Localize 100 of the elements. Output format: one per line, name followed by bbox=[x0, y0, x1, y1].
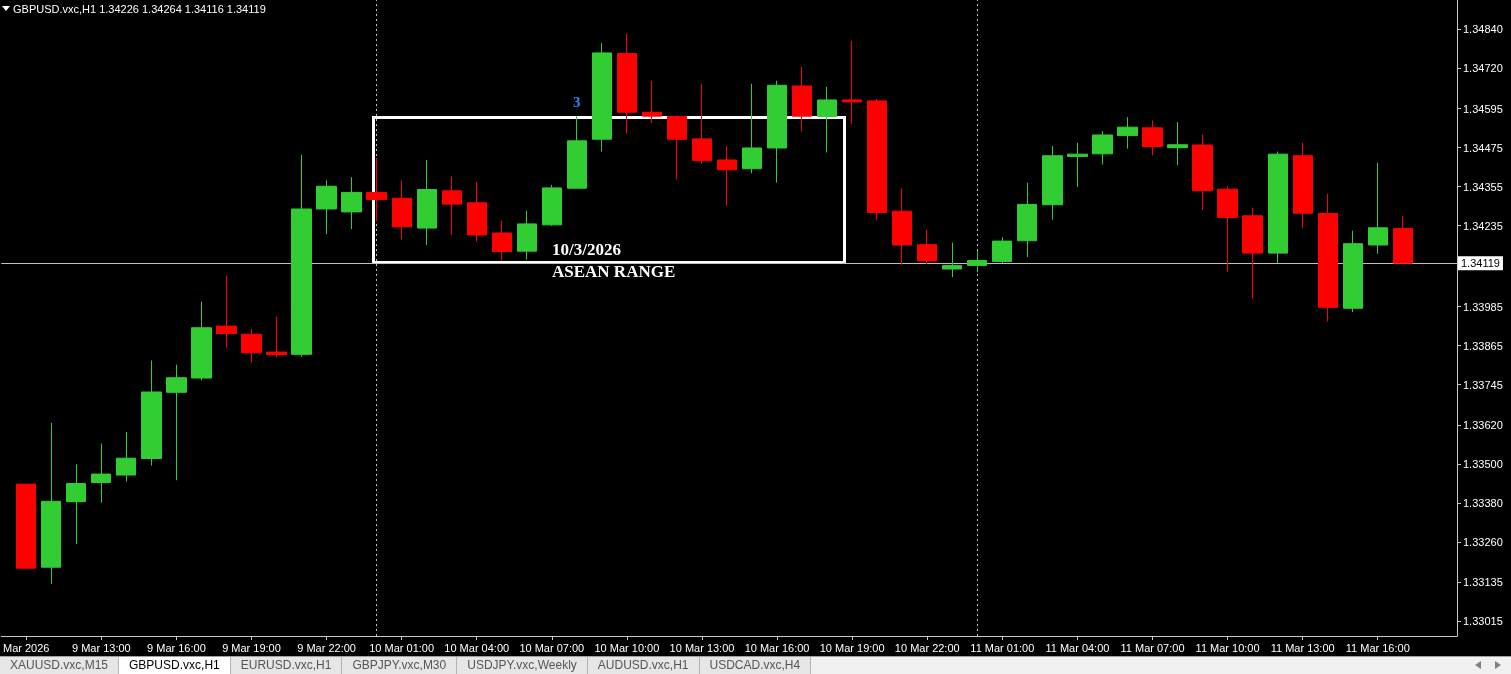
tab: EURUSD.vxc,H1 bbox=[230, 657, 343, 674]
y-tick-label: 1.33865 bbox=[1463, 339, 1503, 352]
candlestick bbox=[917, 229, 937, 265]
annotation: 10/3/2026 bbox=[552, 239, 621, 259]
y-tick-label: 1.33135 bbox=[1463, 576, 1503, 589]
y-tick-label: 1.33985 bbox=[1463, 300, 1503, 313]
candlestick bbox=[1343, 230, 1363, 313]
candlestick bbox=[366, 157, 387, 222]
x-tick-label: 11 Mar 07:00 bbox=[1120, 641, 1185, 654]
candlestick bbox=[867, 98, 887, 221]
y-tick-label: 1.33745 bbox=[1463, 378, 1503, 391]
candlestick bbox=[341, 176, 362, 230]
x-tick-label: 10 Mar 13:00 bbox=[669, 641, 735, 654]
candlestick bbox=[1042, 145, 1063, 221]
annotation: ASEAN RANGE bbox=[552, 261, 676, 281]
candlestick bbox=[517, 210, 537, 261]
candlestick bbox=[1167, 121, 1188, 166]
tab: XAUUSD.vxc,M15 bbox=[0, 657, 120, 674]
candlestick bbox=[1368, 162, 1388, 255]
candlestick bbox=[1217, 185, 1238, 273]
annotation: 3 bbox=[573, 94, 581, 111]
x-tick-label: 10 Mar 10:00 bbox=[594, 641, 660, 654]
candlestick bbox=[892, 188, 912, 266]
candlestick bbox=[542, 184, 562, 227]
candlestick bbox=[942, 242, 962, 278]
candlestick bbox=[191, 301, 212, 381]
x-tick-label: 10 Mar 07:00 bbox=[519, 641, 585, 654]
candlestick bbox=[1393, 215, 1413, 265]
y-tick-label: 1.33500 bbox=[1463, 458, 1503, 471]
candlestick bbox=[1293, 142, 1313, 229]
candlestick bbox=[291, 154, 312, 358]
candlestick bbox=[216, 274, 237, 349]
candlestick bbox=[767, 80, 787, 184]
candlestick bbox=[442, 176, 462, 236]
candlestick bbox=[792, 66, 812, 132]
y-tick-label: 1.34840 bbox=[1463, 23, 1503, 36]
x-tick-label: 9 Mar 19:00 bbox=[222, 641, 281, 654]
tab: USDJPY.vxc,Weekly bbox=[457, 657, 588, 674]
x-tick-label: 11 Mar 10:00 bbox=[1195, 641, 1260, 654]
tab: GBPUSD.vxc,H1 bbox=[119, 657, 231, 674]
x-tick-label: 9 Mar 22:00 bbox=[297, 641, 356, 654]
candlestick bbox=[742, 83, 762, 174]
y-tick-label: 1.34235 bbox=[1463, 219, 1503, 232]
candlestick bbox=[467, 181, 487, 242]
y-tick-label: 1.34355 bbox=[1463, 180, 1503, 193]
x-tick-label: Mar 2026 bbox=[2, 641, 50, 654]
candlestick bbox=[316, 179, 337, 235]
candlestick bbox=[66, 463, 86, 545]
candlestick bbox=[1268, 151, 1288, 264]
candlestick bbox=[41, 422, 61, 585]
candlestick bbox=[967, 250, 987, 273]
x-tick-label: 10 Mar 22:00 bbox=[894, 641, 960, 654]
candlestick bbox=[1117, 116, 1138, 150]
candlestick bbox=[717, 145, 737, 206]
candlestick bbox=[241, 328, 262, 363]
candlestick bbox=[116, 431, 136, 483]
x-tick-label: 10 Mar 04:00 bbox=[444, 641, 510, 654]
x-tick-label: 11 Mar 04:00 bbox=[1045, 641, 1110, 654]
chart-title: GBPUSD.vxc,H1 1.34226 1.34264 1.34116 1.34119 bbox=[13, 2, 266, 15]
candlestick bbox=[617, 32, 637, 135]
y-tick-label: 1.34720 bbox=[1463, 62, 1503, 75]
ref-line-label: 1.34119 bbox=[1461, 257, 1500, 270]
y-tick-label: 1.34475 bbox=[1463, 141, 1503, 154]
candlestick bbox=[1092, 130, 1113, 166]
candlestick bbox=[166, 364, 187, 481]
candlestick bbox=[842, 40, 862, 125]
y-tick-label: 1.33620 bbox=[1463, 419, 1503, 432]
candlestick bbox=[91, 443, 111, 504]
x-tick-label: 10 Mar 16:00 bbox=[744, 641, 810, 654]
tab: AUDUSD.vxc,H1 bbox=[587, 657, 700, 674]
candlestick bbox=[1067, 142, 1088, 188]
tab: USDCAD.vxc,H4 bbox=[699, 657, 812, 674]
tab: GBPJPY.vxc,M30 bbox=[342, 657, 458, 674]
candlestick bbox=[1192, 134, 1213, 211]
candlestick bbox=[492, 220, 512, 262]
candlestick bbox=[392, 179, 412, 240]
candlestick bbox=[1017, 182, 1037, 258]
x-tick-label: 11 Mar 13:00 bbox=[1270, 641, 1335, 654]
x-tick-label: 10 Mar 19:00 bbox=[819, 641, 885, 654]
x-tick-label: 10 Mar 01:00 bbox=[369, 641, 435, 654]
y-tick-label: 1.33015 bbox=[1463, 615, 1503, 628]
candlestick bbox=[1142, 119, 1163, 156]
candlestick bbox=[1242, 207, 1263, 300]
candlestick bbox=[266, 316, 287, 359]
candlestick bbox=[592, 42, 612, 153]
candlestick bbox=[692, 83, 712, 165]
candlestick bbox=[567, 115, 587, 189]
candlestick bbox=[141, 360, 162, 467]
candlestick bbox=[642, 80, 662, 124]
y-tick-label: 1.34595 bbox=[1463, 102, 1503, 115]
candlestick bbox=[16, 483, 36, 569]
candlestick bbox=[417, 159, 437, 246]
x-tick-label: 11 Mar 01:00 bbox=[970, 641, 1035, 654]
candlestick bbox=[992, 236, 1012, 264]
candlestick bbox=[667, 115, 687, 180]
candlestick bbox=[817, 86, 837, 154]
y-tick-label: 1.33380 bbox=[1463, 496, 1503, 509]
y-tick-label: 1.33260 bbox=[1463, 535, 1503, 548]
x-tick-label: 11 Mar 16:00 bbox=[1345, 641, 1410, 654]
x-tick-label: 9 Mar 13:00 bbox=[71, 641, 131, 654]
